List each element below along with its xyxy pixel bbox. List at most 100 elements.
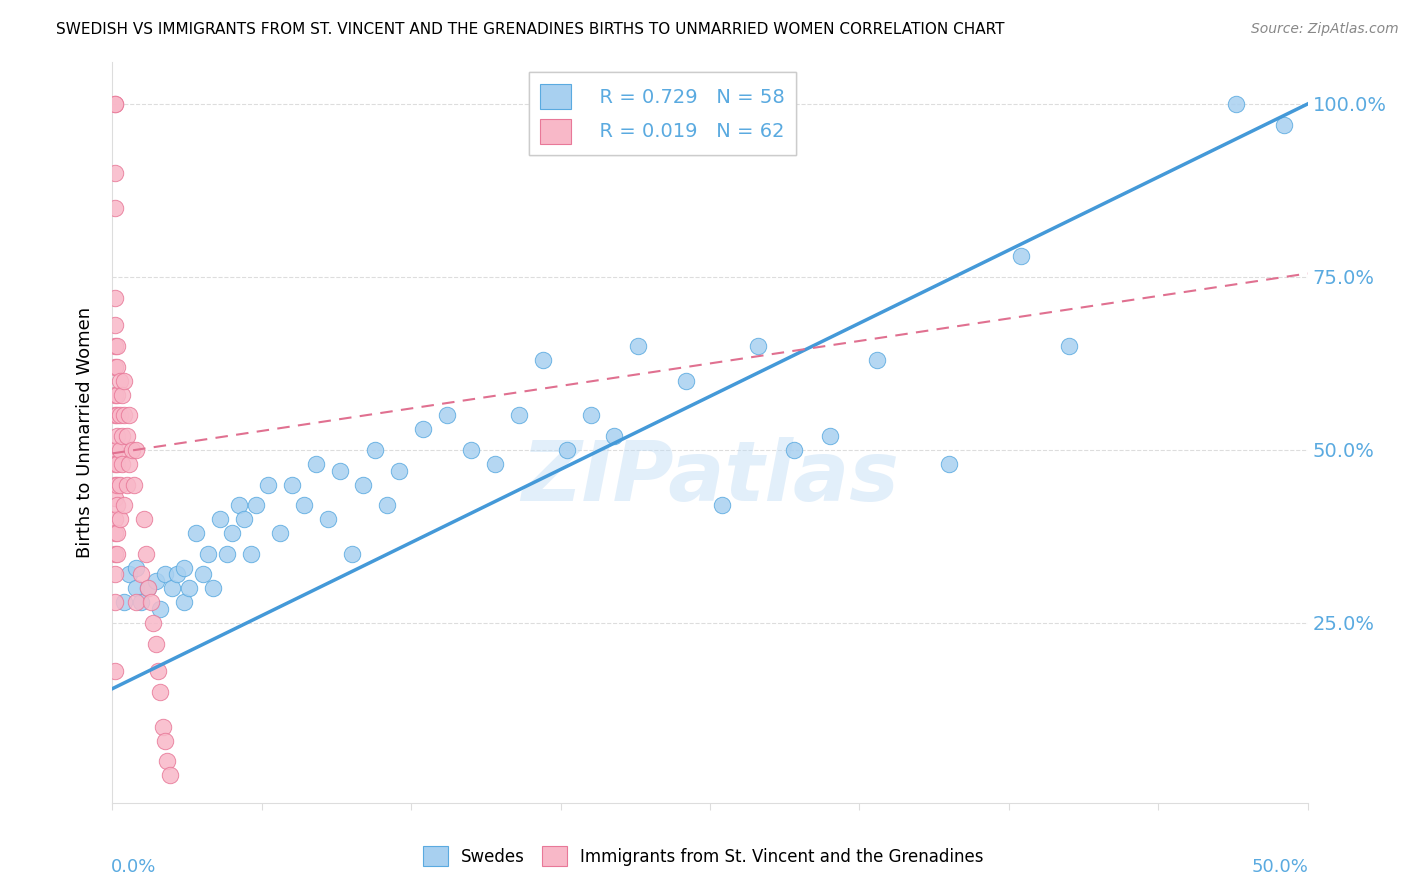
Point (105, 359, 128, 374)
Point (104, 525, 127, 540)
Point (166, 567, 188, 582)
Point (149, 685, 172, 699)
Point (555, 442, 578, 457)
Point (104, 166, 127, 180)
Point (104, 201, 127, 215)
Point (111, 429, 134, 443)
Point (152, 720, 174, 734)
Point (240, 547, 263, 561)
Point (153, 733, 176, 747)
Point (104, 409, 127, 423)
Point (436, 409, 458, 423)
Point (603, 429, 626, 443)
Point (105, 525, 128, 540)
Point (675, 374, 697, 388)
Legend:   R = 0.729   N = 58,   R = 0.019   N = 62: R = 0.729 N = 58, R = 0.019 N = 62 (529, 72, 796, 155)
Point (125, 582, 148, 596)
Point (782, 442, 804, 457)
Point (159, 768, 181, 782)
Point (305, 457, 328, 471)
Point (460, 442, 482, 457)
Point (122, 477, 145, 491)
Point (531, 353, 554, 368)
Point (201, 582, 224, 596)
Point (145, 637, 167, 651)
Point (1010, 249, 1032, 263)
Point (105, 409, 128, 423)
Point (269, 525, 291, 540)
Point (281, 477, 304, 491)
Point (138, 582, 160, 596)
Point (104, 97, 127, 112)
Point (104, 665, 127, 679)
Point (221, 525, 243, 540)
Point (125, 595, 148, 609)
Point (108, 442, 131, 457)
Point (173, 595, 195, 609)
Point (114, 595, 135, 609)
Point (579, 409, 602, 423)
Point (1272, 118, 1295, 132)
Point (233, 512, 256, 526)
Y-axis label: Births to Unmarried Women: Births to Unmarried Women (76, 307, 94, 558)
Point (104, 97, 127, 112)
Point (484, 457, 506, 471)
Point (104, 491, 127, 506)
Point (129, 595, 152, 609)
Point (105, 477, 128, 491)
Point (627, 339, 650, 353)
Point (104, 359, 127, 374)
Point (177, 582, 200, 596)
Point (118, 567, 141, 582)
Point (186, 525, 208, 540)
Point (711, 498, 734, 512)
Point (193, 567, 215, 582)
Point (125, 560, 148, 574)
Point (104, 567, 127, 582)
Point (129, 567, 152, 582)
Point (104, 477, 127, 491)
Point (156, 754, 179, 768)
Point (866, 353, 889, 368)
Point (139, 595, 162, 609)
Point (245, 498, 267, 512)
Point (104, 442, 127, 457)
Point (412, 422, 434, 436)
Point (377, 498, 399, 512)
Point (197, 547, 219, 561)
Point (747, 339, 769, 353)
Point (121, 442, 143, 457)
Point (108, 374, 131, 388)
Point (142, 615, 165, 630)
Point (340, 547, 363, 561)
Point (118, 409, 141, 423)
Point (818, 429, 841, 443)
Point (114, 409, 135, 423)
Point (105, 498, 128, 512)
Point (111, 457, 134, 471)
Point (1057, 339, 1080, 353)
Point (104, 595, 127, 609)
Point (132, 512, 155, 526)
Point (111, 387, 134, 401)
Point (118, 457, 141, 471)
Point (257, 477, 280, 491)
Point (108, 512, 131, 526)
Text: SWEDISH VS IMMIGRANTS FROM ST. VINCENT AND THE GRENADINES BIRTHS TO UNMARRIED WO: SWEDISH VS IMMIGRANTS FROM ST. VINCENT A… (56, 22, 1005, 37)
Point (209, 512, 232, 526)
Text: 50.0%: 50.0% (1251, 858, 1309, 876)
Text: 0.0%: 0.0% (111, 858, 156, 876)
Point (104, 547, 127, 561)
Point (108, 409, 131, 423)
Point (292, 498, 315, 512)
Point (104, 291, 127, 305)
Point (352, 477, 374, 491)
Point (108, 477, 131, 491)
Point (173, 560, 195, 574)
Point (104, 387, 127, 401)
Point (114, 498, 135, 512)
Point (388, 464, 411, 478)
Point (228, 498, 250, 512)
Point (105, 339, 128, 353)
Text: Source: ZipAtlas.com: Source: ZipAtlas.com (1251, 22, 1399, 37)
